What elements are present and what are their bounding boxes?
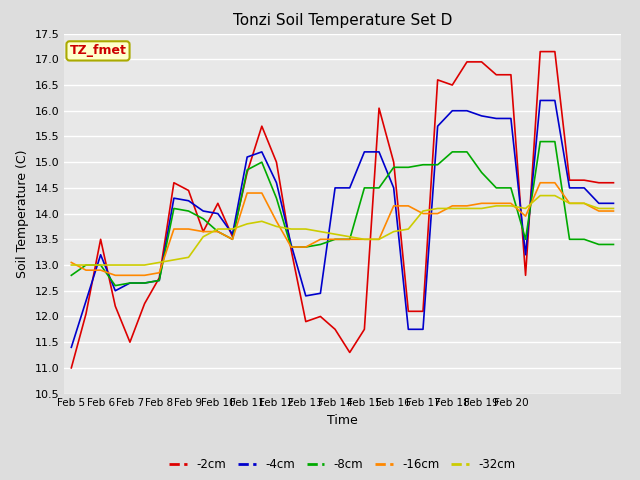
X-axis label: Time: Time — [327, 414, 358, 427]
Text: TZ_fmet: TZ_fmet — [70, 44, 127, 58]
Title: Tonzi Soil Temperature Set D: Tonzi Soil Temperature Set D — [233, 13, 452, 28]
Y-axis label: Soil Temperature (C): Soil Temperature (C) — [16, 149, 29, 278]
Legend: -2cm, -4cm, -8cm, -16cm, -32cm: -2cm, -4cm, -8cm, -16cm, -32cm — [164, 454, 520, 476]
